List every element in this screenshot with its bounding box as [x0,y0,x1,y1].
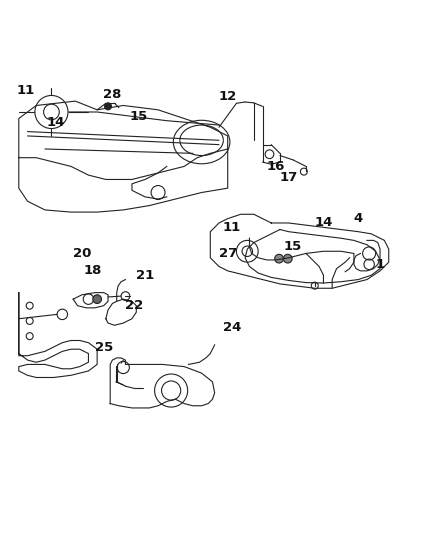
Text: 11: 11 [16,84,35,96]
Text: 4: 4 [353,212,363,225]
Text: 20: 20 [73,247,91,260]
Text: 17: 17 [279,171,298,184]
Text: 28: 28 [103,88,122,101]
Circle shape [105,103,112,110]
Text: 18: 18 [84,264,102,277]
Circle shape [93,295,102,303]
Text: 11: 11 [223,221,241,234]
Circle shape [275,254,283,263]
Text: 24: 24 [223,321,241,334]
Text: 16: 16 [266,160,285,173]
Text: 22: 22 [125,299,143,312]
Text: 21: 21 [136,269,154,282]
Text: 15: 15 [129,110,148,123]
Text: 1: 1 [375,258,385,271]
Text: 27: 27 [219,247,237,260]
Text: 12: 12 [219,90,237,103]
Text: 14: 14 [314,216,332,230]
Text: 25: 25 [95,341,113,353]
Text: 14: 14 [46,116,65,130]
Text: 15: 15 [284,240,302,253]
Circle shape [283,254,292,263]
